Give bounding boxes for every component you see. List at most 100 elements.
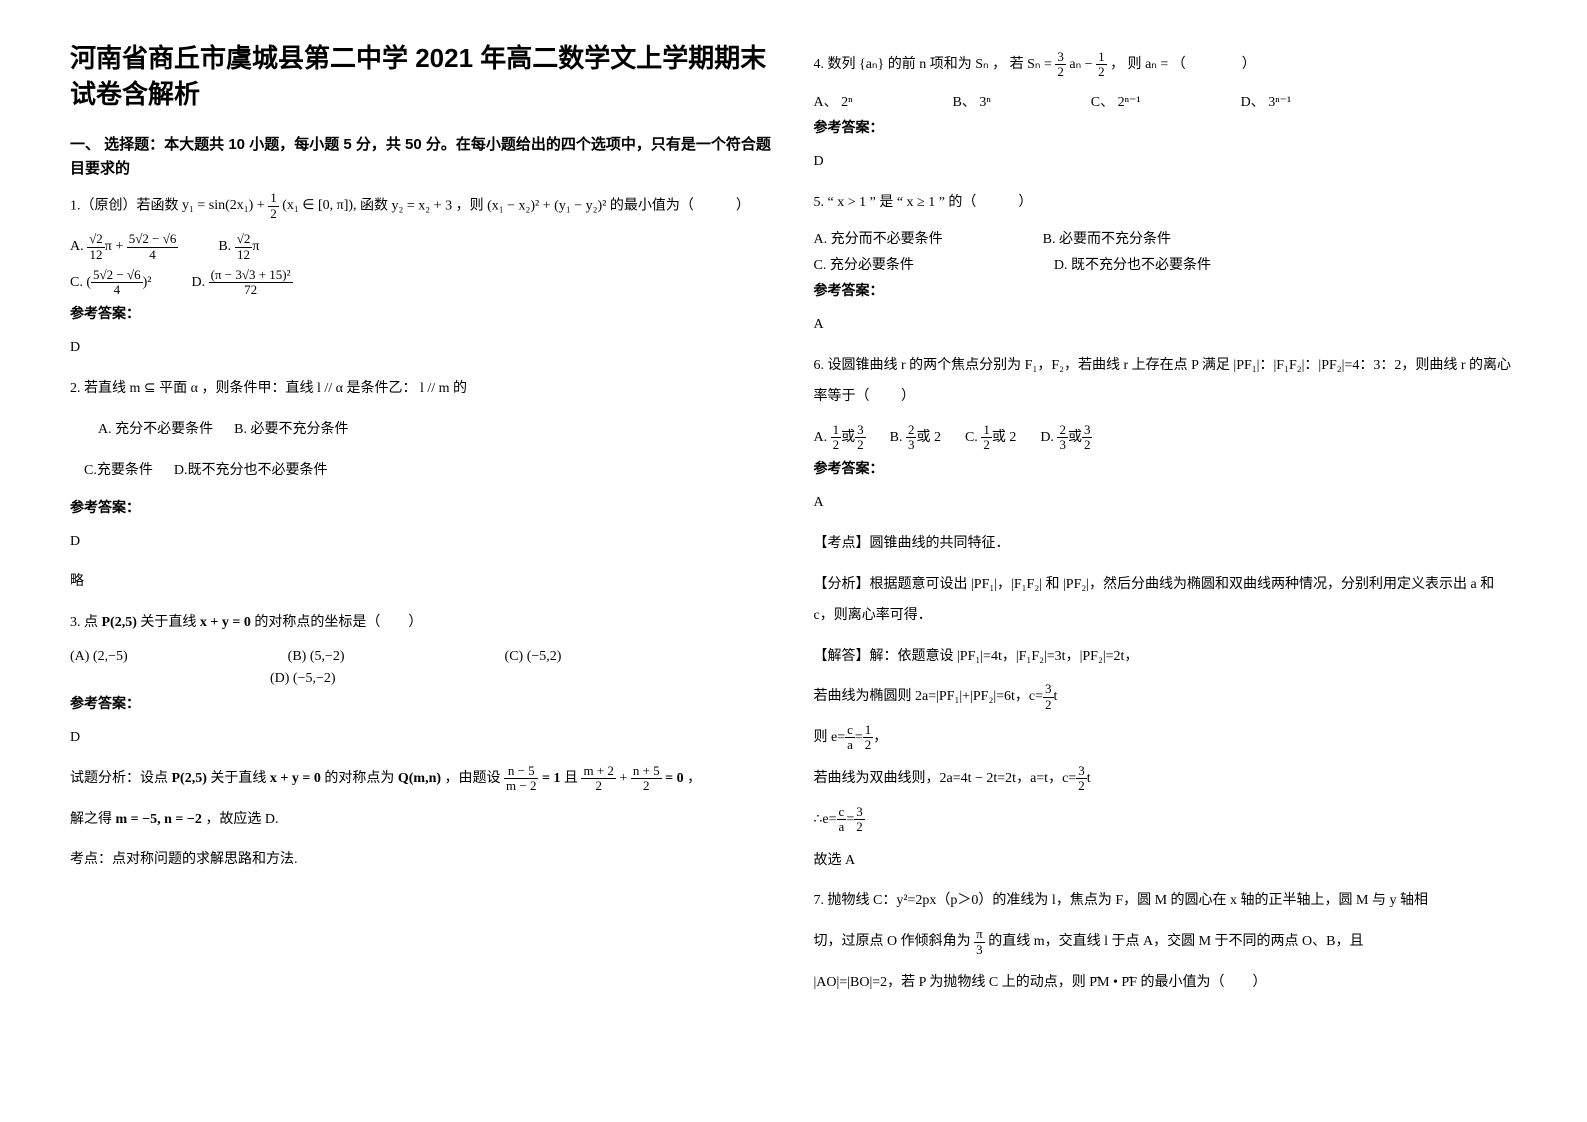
q6-b-frac: 23: [906, 423, 917, 453]
q4-sn: Sₙ: [975, 57, 988, 72]
q6-e5-frac2: 12: [863, 723, 874, 753]
q3-point: P(2,5): [102, 615, 137, 630]
q1-a-label: A.: [70, 239, 87, 254]
question-6: 6. 设圆锥曲线 r 的两个焦点分别为 F₁，F₂，若曲线 r 上存在点 P 满…: [814, 351, 1518, 413]
question-3: 3. 点 P(2,5) 关于直线 x + y = 0 的对称点的坐标是（ ）: [70, 608, 774, 639]
q6-expl-7: ∴e=ca=32: [814, 805, 1518, 836]
q1-formula-1a: y₁ = sin(2x₁) +: [182, 198, 268, 213]
q6-d-label: D.: [1040, 430, 1057, 445]
q7-t3b: 的最小值为（ ）: [1141, 975, 1267, 990]
q3-explanation-3: 考点：点对称问题的求解思路和方法.: [70, 845, 774, 876]
q4-mid1: 的前 n 项和为: [888, 57, 972, 72]
q6-a-label: A.: [814, 430, 831, 445]
q4-option-c: C、 2ⁿ⁻¹: [1091, 91, 1141, 111]
q1-option-b: B. √212π: [218, 232, 259, 262]
q3-prefix: 3. 点: [70, 615, 98, 630]
q3-options-row-1: (A) (2,−5) (B) (5,−2) (C) (−5,2): [70, 649, 774, 665]
q6-b-suffix: 或 2: [916, 430, 941, 445]
q6-e4-frac: 32: [1043, 682, 1054, 712]
q3-e1-frac3: n + 52: [631, 764, 662, 794]
q3-e1g: ，由题设: [445, 771, 501, 786]
q2-explanation: 略: [70, 567, 774, 598]
question-7-line1: 7. 抛物线 C：y²=2px（p＞0）的准线为 l，焦点为 F，圆 M 的圆心…: [814, 886, 1518, 917]
q3-line: x + y = 0: [200, 615, 251, 630]
q5-answer: A: [814, 310, 1518, 341]
q1-b-label: B.: [218, 239, 234, 254]
q3-e1-frac1: n − 5m − 2: [504, 764, 538, 794]
exam-title: 河南省商丘市虞城县第二中学 2021 年高二数学文上学期期末试卷含解析: [70, 40, 774, 113]
q4-option-d: D、 3ⁿ⁻¹: [1241, 91, 1292, 111]
q3-option-d: (D) (−5,−2): [270, 671, 336, 687]
question-4: 4. 数列 {aₙ} 的前 n 项和为 Sₙ ， 若 Sₙ = 32 aₙ − …: [814, 50, 1518, 81]
q1-formula-2: y₂ = x₂ + 3: [392, 198, 453, 213]
q1-answer-label: 参考答案：: [70, 303, 774, 323]
q5-option-b: B. 必要而不充分条件: [1043, 228, 1171, 248]
question-1: 1.（原创）若函数 y₁ = sin(2x₁) + 12 (x₁ ∈ [0, π…: [70, 191, 774, 222]
q1-d-label: D.: [191, 275, 208, 290]
q4-suffix: （ ）: [1172, 57, 1256, 72]
q1-d-expr: (π − 3√3 + 15)²72: [209, 268, 293, 298]
q6-answer: A: [814, 488, 1518, 519]
q6-e4a: 若曲线为椭圆则 2a=|PF₁|+|PF₂|=6t，c=: [814, 689, 1044, 704]
q6-option-c: C. 12或 2: [965, 423, 1016, 453]
q3-e2c: ，故应选 D.: [205, 812, 278, 827]
q3-e1i: ，: [687, 771, 701, 786]
q6-c-or: 或: [992, 430, 1006, 445]
q7-angle-frac: π3: [974, 927, 985, 957]
section-1-heading: 一、 选择题：本大题共 10 小题，每小题 5 分，共 50 分。在每小题给出的…: [70, 133, 774, 181]
q6-expl-6: 若曲线为双曲线则，2a=4t − 2t=2t，a=t，c=32t: [814, 764, 1518, 795]
q4-seq: {aₙ}: [859, 57, 884, 72]
q6-e6b: t: [1087, 771, 1091, 786]
q4-cond-m: aₙ −: [1069, 57, 1096, 72]
q3-explanation-2: 解之得 m = −5, n = −2 ，故应选 D.: [70, 805, 774, 836]
q1-a-expr-1: √212: [87, 232, 105, 262]
q1-c-expr: 5√2 − √64: [91, 268, 143, 298]
q6-c-suffix: 2: [1006, 430, 1017, 445]
q6-c-frac: 12: [981, 423, 992, 453]
q4-mid3: ， 则: [1110, 57, 1142, 72]
q1-text-mid: 函数: [360, 198, 388, 213]
q7-t2b: 的直线 m，交直线 l 于点 A，交圆 M 于不同的两点 O、B，且: [988, 934, 1363, 949]
q1-option-c: C. (5√2 − √64)²: [70, 268, 151, 298]
q6-e5a: 则 e=: [814, 730, 846, 745]
exam-page: 河南省商丘市虞城县第二中学 2021 年高二数学文上学期期末试卷含解析 一、 选…: [0, 0, 1587, 1122]
q6-option-d: D. 23或32: [1040, 423, 1092, 453]
q2-option-a: A. 充分不必要条件: [98, 422, 213, 437]
q2-option-c: C.充要条件: [84, 463, 153, 478]
q5-options-row-2: C. 充分必要条件 D. 既不充分也不必要条件: [814, 254, 1518, 274]
q3-option-a: (A) (2,−5): [70, 649, 128, 665]
q6-e7-frac1: ca: [837, 805, 847, 835]
q4-option-b: B、 3ⁿ: [953, 91, 991, 111]
q4-frac-12: 12: [1096, 50, 1107, 80]
q4-cond-l: Sₙ =: [1027, 57, 1055, 72]
q3-option-b: (B) (5,−2): [288, 649, 345, 665]
question-2: 2. 若直线 m ⊆ 平面 α ，则条件甲：直线 l // α 是条件乙： l …: [70, 374, 774, 405]
q4-prefix: 4. 数列: [814, 57, 856, 72]
q6-b-label: B.: [890, 430, 906, 445]
q6-a-frac1: 12: [831, 423, 842, 453]
q6-expl-2: 【分析】根据题意可设出 |PF₁|，|F₁F₂| 和 |PF₂|，然后分曲线为椭…: [814, 570, 1518, 632]
q7-vector-pf: →PF: [1121, 975, 1137, 990]
q1-frac-half: 12: [268, 191, 279, 221]
q7-t3a: |AO|=|BO|=2，若 P 为抛物线 C 上的动点，则: [814, 975, 1086, 990]
q6-options: A. 12或32 B. 23或 2 C. 12或 2 D. 23或32: [814, 423, 1518, 453]
q6-e6-frac: 32: [1076, 764, 1087, 794]
q2-option-d: D.既不充分也不必要条件: [174, 463, 328, 478]
q7-t2a: 切，过原点 O 作倾斜角为: [814, 934, 971, 949]
q3-e1d: x + y = 0: [270, 771, 321, 786]
left-column: 河南省商丘市虞城县第二中学 2021 年高二数学文上学期期末试卷含解析 一、 选…: [50, 40, 794, 1082]
q6-d-or: 或: [1068, 430, 1082, 445]
q6-e7b: =: [846, 812, 854, 827]
q4-answer-label: 参考答案：: [814, 117, 1518, 137]
q3-e1b: P(2,5): [172, 771, 207, 786]
q6-expl-5: 则 e=ca=12，: [814, 723, 1518, 754]
q2-option-b: B. 必要不充分条件: [234, 422, 348, 437]
q1-options-row-2: C. (5√2 − √64)² D. (π − 3√3 + 15)²72: [70, 268, 774, 298]
q3-explanation-1: 试题分析：设点 P(2,5) 关于直线 x + y = 0 的对称点为 Q(m,…: [70, 764, 774, 795]
q2-answer: D: [70, 527, 774, 558]
q6-e5b: =: [855, 730, 863, 745]
q6-e6a: 若曲线为双曲线则，2a=4t − 2t=2t，a=t，c=: [814, 771, 1077, 786]
q6-d-frac2: 32: [1082, 423, 1093, 453]
q1-text-suffix: 的最小值为（ ）: [610, 198, 750, 213]
q3-e1h: 且: [564, 771, 578, 786]
